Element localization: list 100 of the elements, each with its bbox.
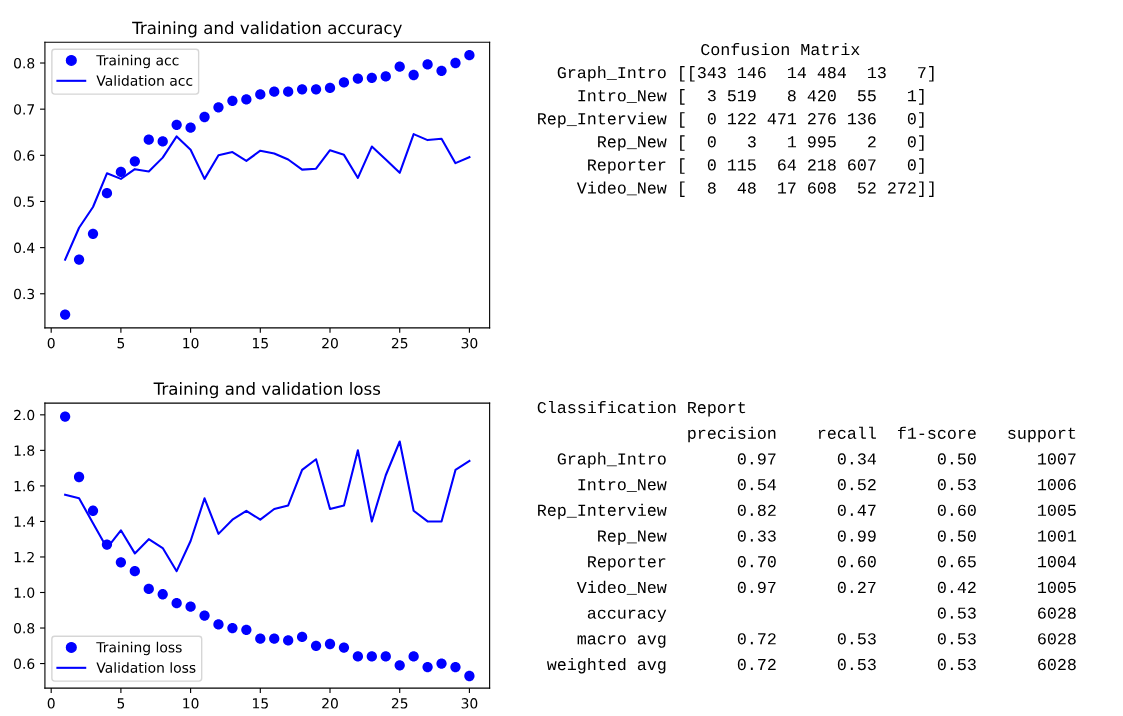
text: weighted avg 0.72 0.53 0.53 6028 — [546, 657, 1076, 674]
point — [241, 624, 252, 635]
point — [73, 471, 85, 483]
text: Rep_Interview [ 0 122 471 276 136 0] — [538, 112, 924, 128]
point — [87, 505, 99, 516]
point — [129, 566, 140, 577]
legend-label: Training acc — [96, 54, 179, 69]
text: Confusion Matrix — [701, 42, 860, 56]
x-tick-label: 30 — [461, 337, 478, 349]
y-tick-label: 0.3 — [14, 288, 35, 300]
point — [199, 111, 210, 123]
point — [143, 583, 154, 595]
y-tick-label: 0.5 — [14, 196, 34, 207]
x-tick-label: 0 — [47, 698, 55, 709]
text: Reporter [ 0 115 64 218 607 0] — [588, 158, 924, 174]
text: Rep_New [ 0 3 1 995 2 0] — [598, 135, 924, 151]
point — [352, 651, 364, 662]
point — [157, 589, 168, 600]
point — [310, 640, 322, 651]
point — [338, 77, 350, 88]
y-tick-label: 0.8 — [14, 57, 35, 69]
point — [408, 69, 419, 81]
text: macro avg 0.72 0.53 0.53 6028 — [577, 633, 1076, 648]
point — [115, 166, 127, 178]
point — [213, 619, 224, 630]
y-tick-label: 1.0 — [14, 587, 35, 598]
point — [115, 557, 127, 568]
point — [450, 57, 461, 69]
y-tick-label: 0.7 — [14, 104, 35, 115]
point — [324, 638, 336, 650]
chart-title: Training and validation accuracy — [132, 21, 402, 38]
y-tick-label: 0.4 — [14, 242, 35, 254]
point — [59, 411, 71, 422]
legend-label: Training loss — [96, 641, 182, 656]
y-tick-label: 1.4 — [14, 516, 35, 527]
point — [296, 84, 308, 95]
point — [366, 72, 377, 83]
point — [185, 601, 196, 612]
text: Graph_Intro 0.97 0.34 0.50 1007 — [557, 452, 1076, 468]
text: Intro_New [ 3 519 8 420 55 1] — [578, 89, 924, 105]
text: accuracy 0.53 6028 — [587, 607, 1076, 623]
x-tick-label: 25 — [391, 337, 408, 349]
point — [59, 309, 71, 320]
y-tick-label: 1.2 — [14, 551, 34, 563]
point — [380, 651, 391, 662]
x-tick-label: 10 — [183, 337, 199, 349]
text: Intro_New 0.54 0.52 0.53 1006 — [578, 478, 1076, 492]
text: precision recall f1-score support — [688, 426, 1076, 443]
y-tick-label: 0.6 — [14, 150, 35, 161]
x-tick-label: 15 — [252, 698, 268, 709]
x-tick-label: 25 — [391, 698, 408, 709]
point — [213, 102, 224, 113]
y-tick-label: 1.6 — [14, 480, 35, 492]
legend-label: Validation loss — [96, 662, 196, 673]
text: Reporter 0.70 0.60 0.65 1004 — [588, 556, 1077, 571]
point — [157, 136, 168, 147]
y-tick-label: 0.6 — [14, 658, 35, 670]
text: Classification Report — [537, 400, 746, 417]
point — [73, 254, 85, 265]
point — [310, 84, 322, 95]
point — [408, 651, 419, 662]
point — [352, 73, 364, 84]
text: Video_New [ 8 48 17 608 52 272]] — [576, 181, 934, 197]
point — [464, 50, 475, 61]
point — [366, 651, 377, 662]
point — [171, 119, 182, 131]
point — [436, 658, 447, 669]
point — [255, 89, 266, 100]
point — [283, 635, 294, 646]
x-tick-label: 20 — [322, 337, 338, 349]
x-tick-label: 20 — [322, 698, 338, 709]
text: Graph_Intro [[343 146 14 484 13 7] — [557, 66, 934, 82]
point — [394, 660, 405, 671]
point — [283, 86, 294, 97]
x-tick-label: 30 — [461, 698, 478, 709]
x-tick-label: 10 — [183, 698, 199, 709]
x-tick-label: 5 — [117, 338, 125, 349]
text: Rep_Interview 0.82 0.47 0.60 1005 — [538, 503, 1076, 520]
line-series — [64, 133, 471, 261]
point — [422, 59, 433, 70]
point — [185, 122, 196, 133]
point — [464, 670, 475, 682]
point — [394, 61, 405, 72]
point — [227, 622, 238, 634]
x-tick-label: 15 — [252, 338, 268, 349]
x-tick-label: 5 — [117, 698, 125, 709]
chart-title: Training and validation loss — [153, 382, 381, 399]
point — [143, 134, 154, 145]
point — [450, 661, 461, 673]
point — [171, 598, 182, 609]
point — [255, 633, 266, 644]
point — [227, 95, 238, 107]
point — [269, 86, 280, 97]
point — [436, 65, 447, 77]
text: Rep_New 0.33 0.99 0.50 1001 — [598, 530, 1077, 545]
point — [269, 633, 280, 644]
y-tick-label: 2.0 — [14, 409, 35, 421]
x-tick-label: 0 — [47, 337, 55, 349]
point — [129, 156, 140, 167]
y-tick-label: 1.8 — [14, 445, 35, 456]
